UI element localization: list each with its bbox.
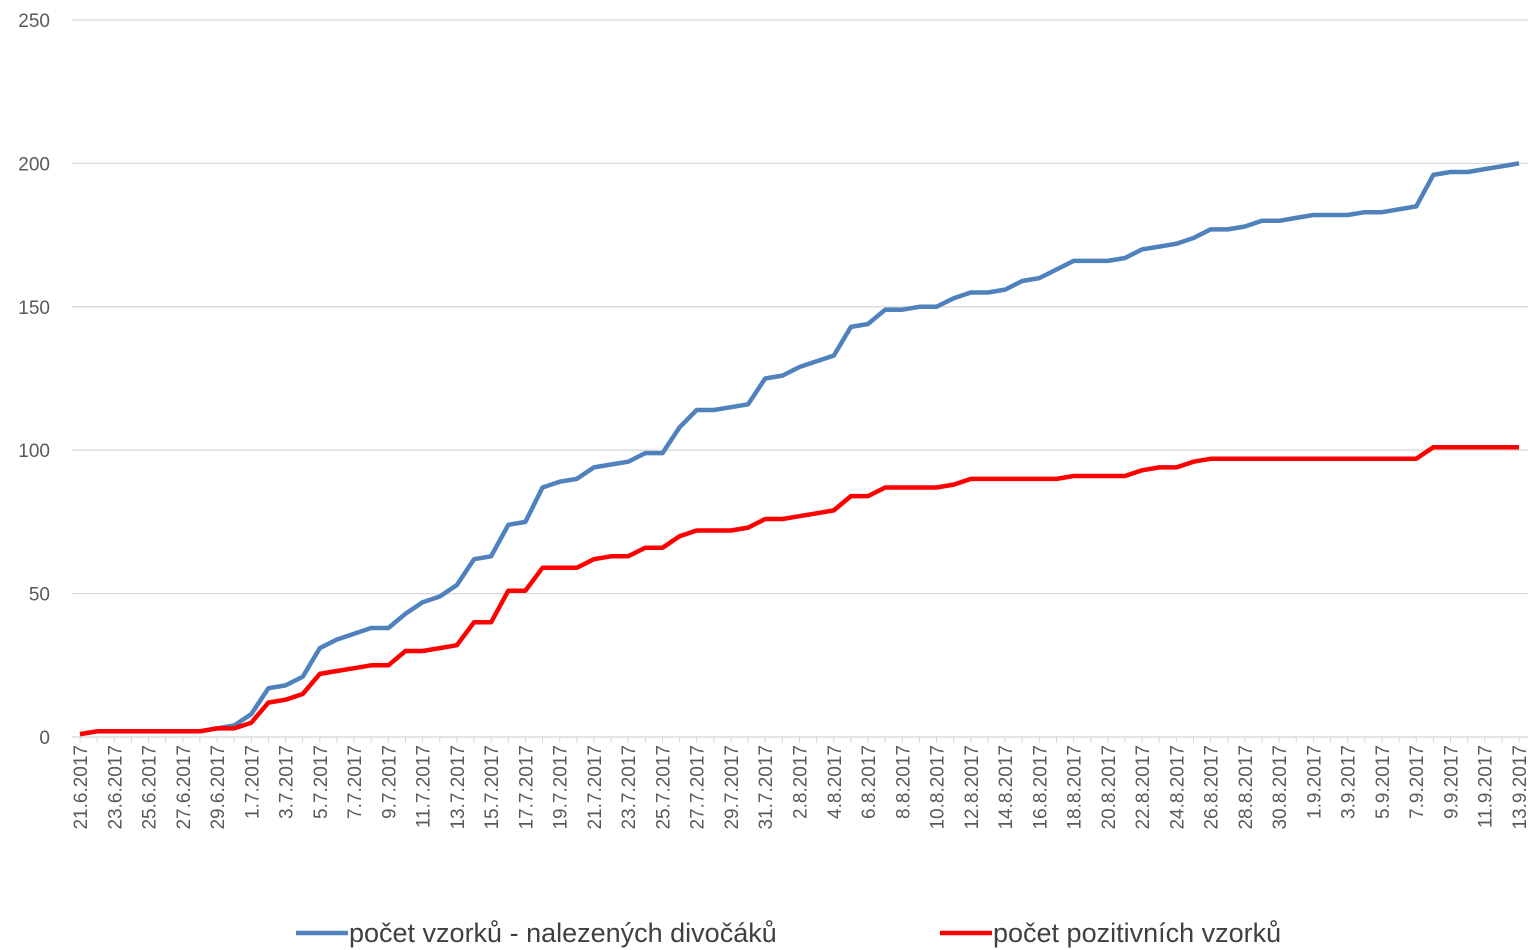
x-tick-label: 24.8.2017 xyxy=(1167,745,1188,830)
x-tick-label: 15.7.2017 xyxy=(482,745,503,830)
x-tick-label: 29.6.2017 xyxy=(208,745,229,830)
y-tick-label: 150 xyxy=(18,298,50,319)
x-tick-label: 19.7.2017 xyxy=(551,745,572,830)
x-tick-label: 21.6.2017 xyxy=(71,745,92,830)
x-tick-label: 23.6.2017 xyxy=(105,745,126,830)
x-tick-label: 5.7.2017 xyxy=(311,745,332,819)
x-tick-label: 3.7.2017 xyxy=(277,745,298,819)
x-tick-label: 28.8.2017 xyxy=(1236,745,1257,830)
x-tick-label: 22.8.2017 xyxy=(1133,745,1154,830)
legend-label: počet vzorků - nalezených divočáků xyxy=(349,918,777,948)
x-tick-label: 11.9.2017 xyxy=(1476,745,1497,828)
x-tick-label: 10.8.2017 xyxy=(928,745,949,830)
x-tick-label: 7.9.2017 xyxy=(1407,745,1428,819)
y-tick-label: 250 xyxy=(18,11,50,32)
series-line xyxy=(79,445,1519,737)
x-tick-label: 11.7.2017 xyxy=(414,745,435,828)
x-tick-label: 25.7.2017 xyxy=(653,745,674,830)
x-tick-label: 9.7.2017 xyxy=(379,745,400,819)
x-tick-label: 6.8.2017 xyxy=(859,745,880,819)
x-tick-label: 30.8.2017 xyxy=(1270,745,1291,830)
y-tick-label: 50 xyxy=(29,585,50,606)
x-tick-label: 29.7.2017 xyxy=(722,745,743,830)
x-tick-label: 5.9.2017 xyxy=(1373,745,1394,819)
x-tick-label: 2.8.2017 xyxy=(791,745,812,819)
x-tick-label: 14.8.2017 xyxy=(996,745,1017,830)
x-tick-label: 13.7.2017 xyxy=(448,745,469,830)
x-tick-label: 9.9.2017 xyxy=(1441,745,1462,819)
x-tick-label: 3.9.2017 xyxy=(1339,745,1360,819)
x-tick-label: 4.8.2017 xyxy=(825,745,846,819)
legend-label: počet pozitivních vzorků xyxy=(993,918,1281,948)
x-tick-label: 1.7.2017 xyxy=(242,745,263,819)
x-tick-label: 26.8.2017 xyxy=(1202,745,1223,830)
x-tick-label: 21.7.2017 xyxy=(585,745,606,830)
x-tick-label: 16.8.2017 xyxy=(1030,745,1051,830)
x-tick-label: 27.6.2017 xyxy=(174,745,195,830)
x-tick-label: 27.7.2017 xyxy=(688,745,709,830)
y-tick-label: 0 xyxy=(39,728,50,749)
x-tick-label: 1.9.2017 xyxy=(1304,745,1325,819)
x-tick-label: 23.7.2017 xyxy=(619,745,640,830)
x-tick-label: 7.7.2017 xyxy=(345,745,366,819)
x-tick-label: 17.7.2017 xyxy=(516,745,537,830)
x-tick-label: 8.8.2017 xyxy=(893,745,914,819)
x-tick-label: 25.6.2017 xyxy=(140,745,161,830)
series-line xyxy=(79,161,1520,737)
y-tick-label: 200 xyxy=(18,154,50,175)
y-tick-label: 100 xyxy=(18,441,50,462)
x-tick-label: 13.9.2017 xyxy=(1510,745,1530,830)
x-tick-label: 31.7.2017 xyxy=(756,745,777,830)
x-tick-label: 12.8.2017 xyxy=(962,745,983,830)
x-tick-label: 18.8.2017 xyxy=(1065,745,1086,830)
x-tick-label: 20.8.2017 xyxy=(1099,745,1120,830)
